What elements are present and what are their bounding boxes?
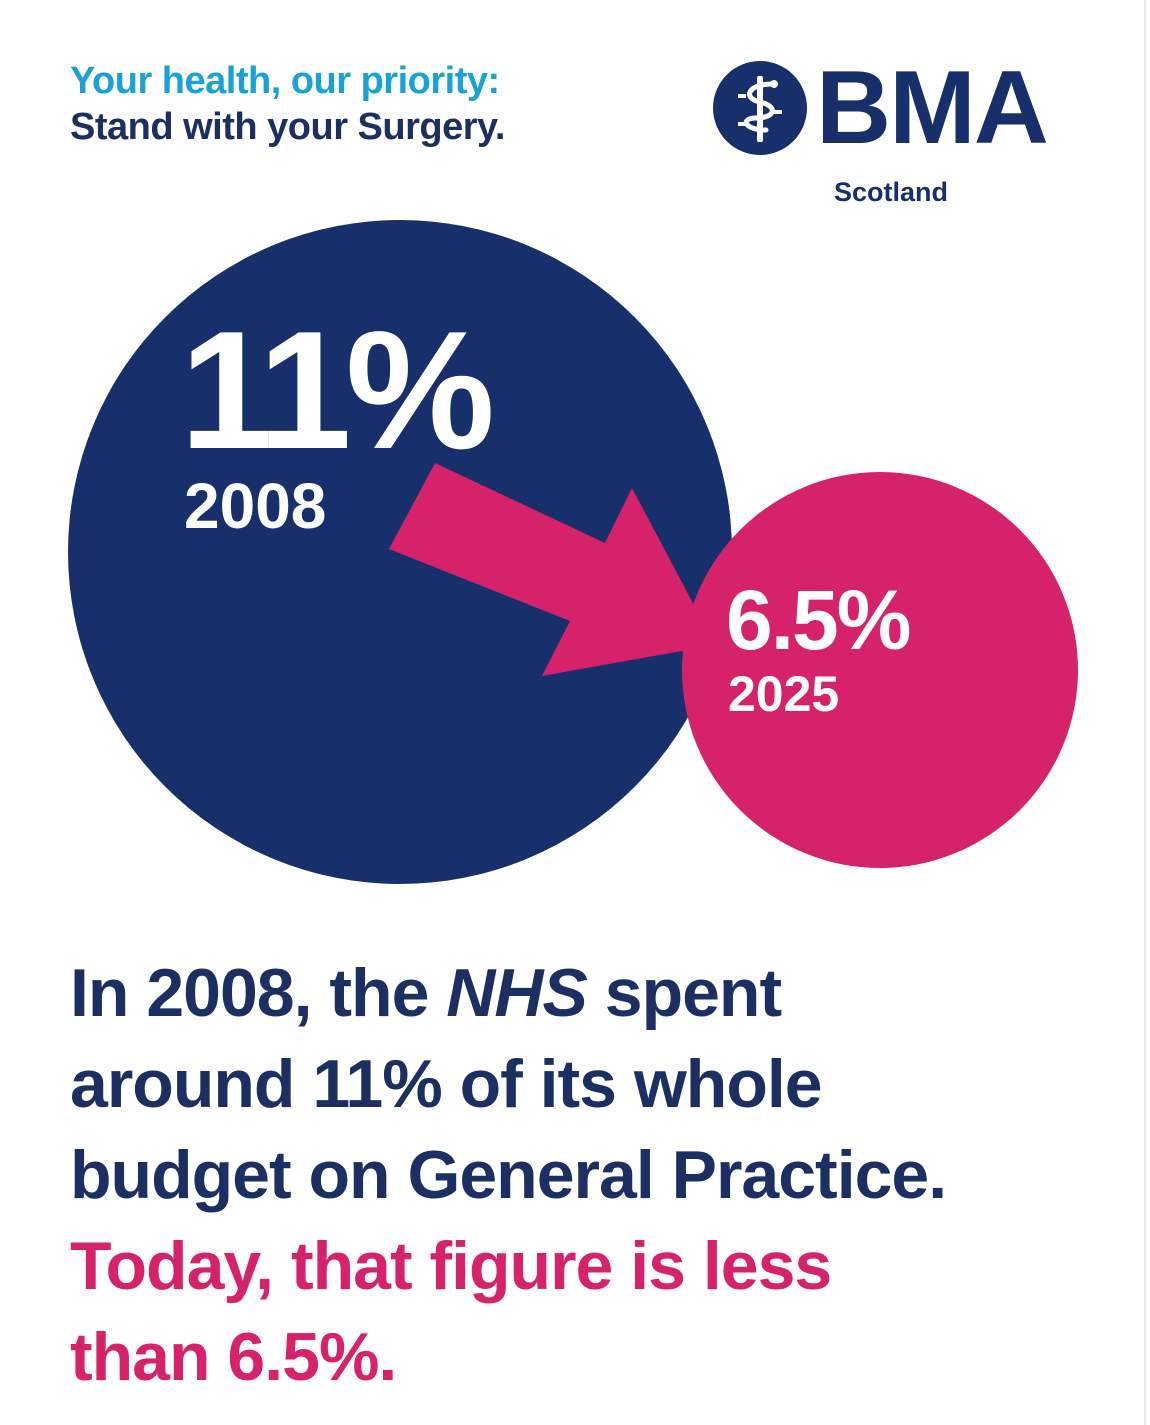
statement-line-2: around 11% of its whole (70, 1046, 823, 1122)
statement-nhs: NHS (446, 955, 588, 1031)
tagline-line-1: Your health, our priority: (70, 60, 500, 102)
stat-2025-year: 2025 (728, 666, 840, 722)
logo-region: Scotland (834, 177, 949, 207)
logo-wordmark: BMA (816, 50, 1049, 166)
statement-line-1: In 2008, the NHS spent (70, 948, 1110, 1039)
edge-divider (1144, 0, 1146, 1425)
statement-line-3: budget on General Practice. (70, 1137, 947, 1213)
circle-2025 (682, 472, 1078, 868)
stat-2025-value: 6.5% (726, 573, 911, 667)
spending-graphic (68, 220, 1078, 884)
statement-line-1-end: spent (586, 955, 782, 1031)
statement-line-1-start: In 2008, the (70, 955, 447, 1031)
tagline: Your health, our priority: Stand with yo… (70, 58, 505, 150)
rod-of-asclepius-icon (713, 61, 807, 155)
statement-line-4: Today, that figure is less (70, 1228, 832, 1304)
stat-2008-year: 2008 (184, 470, 327, 542)
decline-arrow-icon (389, 463, 715, 676)
statement-line-5: than 6.5%. (70, 1319, 397, 1395)
bma-logo: BMA Scotland (712, 52, 1082, 210)
tagline-line-2: Stand with your Surgery. (70, 106, 505, 148)
stat-2008-value: 11% (180, 296, 495, 484)
statement-text: In 2008, the NHS spent around 11% of its… (70, 948, 1110, 1403)
